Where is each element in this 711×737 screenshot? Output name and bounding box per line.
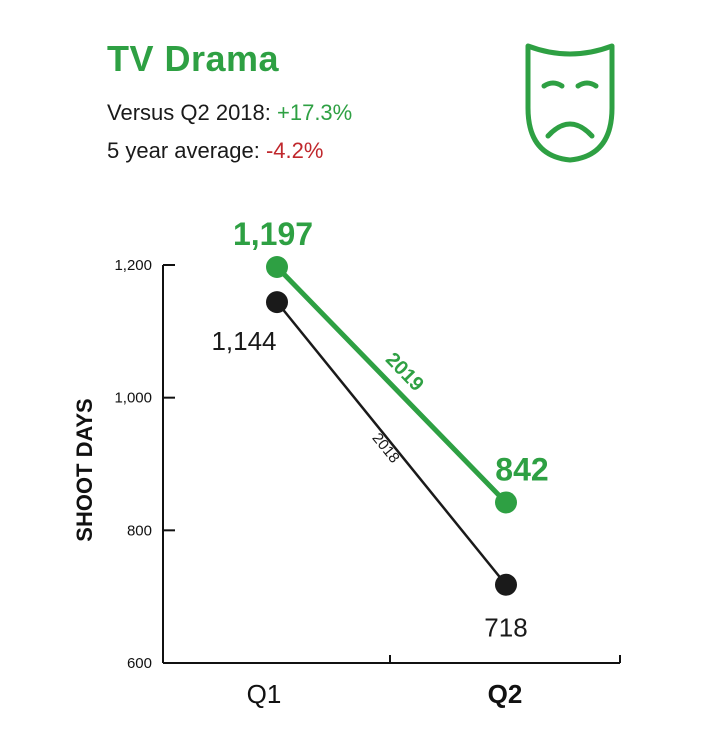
data-point-2019-q2 [495, 491, 517, 514]
y-tick-label: 1,000 [114, 390, 152, 407]
versus-label: Versus Q2 2018: [107, 100, 277, 125]
data-point-2018-q2 [495, 573, 517, 596]
y-axis-title: SHOOT DAYS [72, 398, 97, 541]
chart-title: TV Drama [107, 38, 280, 79]
data-label-2018-q1: 1,144 [211, 326, 276, 356]
y-tick-label: 800 [127, 522, 152, 539]
five-year-average-line: 5 year average: -4.2% [107, 138, 323, 164]
versus-value: +17.3% [277, 100, 353, 125]
data-point-2019-q1 [266, 255, 288, 278]
average-label: 5 year average: [107, 138, 266, 163]
versus-q2-2018-line: Versus Q2 2018: +17.3% [107, 100, 352, 126]
series-line-2019 [275, 265, 508, 505]
series-label-2019: 2019 [381, 349, 428, 396]
data-point-2018-q1 [266, 291, 288, 314]
x-tick-label-q2: Q2 [488, 679, 523, 709]
data-label-2019-q1: 1,197 [233, 216, 313, 252]
drama-mask-icon [525, 43, 615, 163]
data-label-2019-q2: 842 [495, 451, 548, 487]
series-label-2018: 2018 [369, 430, 403, 467]
data-label-2018-q2: 718 [484, 613, 527, 643]
average-value: -4.2% [265, 138, 324, 163]
x-tick-label-q1: Q1 [247, 679, 282, 709]
series-line-2018 [276, 301, 507, 586]
y-tick-label: 1,200 [114, 257, 152, 274]
y-tick-label: 600 [127, 655, 152, 672]
